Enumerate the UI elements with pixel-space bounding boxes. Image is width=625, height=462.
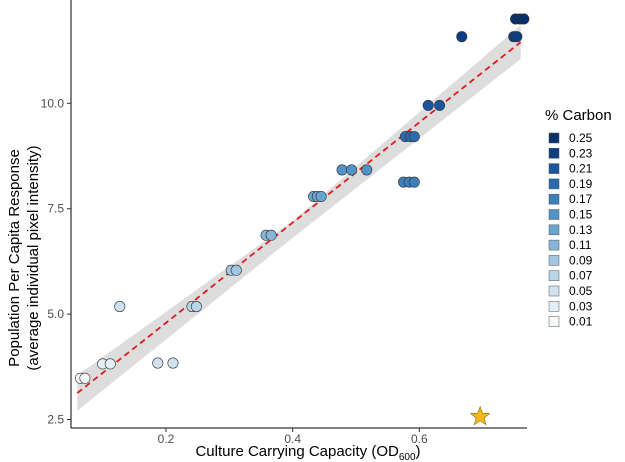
- data-point-4: [114, 301, 126, 313]
- legend-swatch-2: [548, 163, 560, 174]
- legend-swatch-3: [548, 178, 560, 190]
- x-tick-label-0: 0.2: [158, 432, 175, 446]
- x-axis-title-subscript: 600: [399, 452, 416, 462]
- plot-area: [70, 0, 530, 429]
- data-point-26: [434, 99, 446, 111]
- data-point-18: [361, 164, 373, 176]
- legend-swatch-8: [548, 255, 560, 266]
- legend-label-8: 0.09: [569, 253, 593, 267]
- data-point-8: [190, 301, 202, 313]
- legend-swatch-4: [548, 193, 560, 205]
- y-axis-title-line1: Population Per Capita Response: [6, 149, 23, 367]
- legend-swatch-7: [548, 239, 560, 251]
- legend-title: % Carbon: [545, 107, 612, 124]
- y-tick-label-3: 10.0: [41, 96, 65, 110]
- legend-label-9: 0.07: [569, 269, 593, 283]
- x-tick-label-2: 0.6: [411, 432, 428, 446]
- legend-label-11: 0.03: [569, 299, 593, 313]
- data-point-24: [408, 131, 420, 143]
- legend-label-1: 0.23: [569, 146, 593, 160]
- y-axis-title: Population Per Capita Response (average …: [6, 145, 42, 370]
- legend-label-12: 0.01: [569, 315, 593, 329]
- x-axis-title-suffix: ): [416, 443, 421, 460]
- data-point-5: [152, 357, 164, 369]
- data-point-6: [167, 357, 179, 369]
- x-axis-title-text: Culture Carrying Capacity (OD: [195, 443, 399, 460]
- y-tick-label-1: 5.0: [47, 307, 64, 321]
- fit-line: [76, 41, 522, 394]
- legend-label-0: 0.25: [569, 131, 593, 145]
- legend: % Carbon 0.250.23 0.210.190.17 0.150.130.1…: [545, 107, 612, 329]
- legend-swatch-5: [548, 209, 560, 220]
- x-axis-title: Culture Carrying Capacity (OD600): [195, 443, 420, 462]
- axis-ticks: 0.2 0.4 0.6 2.5 5.0 7.5 10.0: [41, 96, 428, 446]
- legend-label-7: 0.11: [569, 238, 592, 252]
- data-point-3: [104, 358, 116, 370]
- x-tick-label-1: 0.4: [284, 432, 301, 446]
- star-marker: [469, 405, 491, 426]
- y-axis-title-line2: (average individual pixel intensity): [25, 145, 42, 370]
- data-point-10: [230, 264, 242, 276]
- data-point-15: [315, 191, 327, 203]
- legend-label-5: 0.15: [569, 208, 593, 222]
- legend-swatch-1: [548, 148, 560, 159]
- data-point-16: [336, 164, 348, 176]
- y-tick-label-0: 2.5: [47, 413, 64, 427]
- legend-swatch-6: [548, 224, 560, 236]
- legend-label-2: 0.21: [569, 162, 593, 176]
- data-point-27: [456, 31, 468, 43]
- legend-swatch-11: [548, 301, 560, 312]
- legend-label-4: 0.17: [569, 192, 593, 206]
- legend-swatch-0: [548, 132, 560, 144]
- data-point-17: [346, 164, 358, 176]
- legend-label-3: 0.19: [569, 177, 593, 191]
- legend-swatch-9: [548, 270, 560, 281]
- data-point-32: [518, 13, 530, 25]
- data-point-1: [79, 372, 91, 384]
- legend-swatch-12: [548, 316, 560, 327]
- y-tick-label-2: 7.5: [47, 202, 64, 216]
- legend-swatch-10: [548, 285, 560, 297]
- data-point-12: [265, 229, 277, 241]
- legend-label-6: 0.13: [569, 223, 593, 237]
- data-point-21: [408, 176, 420, 188]
- data-point-25: [422, 99, 434, 111]
- data-point-29: [511, 31, 523, 43]
- legend-label-10: 0.05: [569, 284, 593, 298]
